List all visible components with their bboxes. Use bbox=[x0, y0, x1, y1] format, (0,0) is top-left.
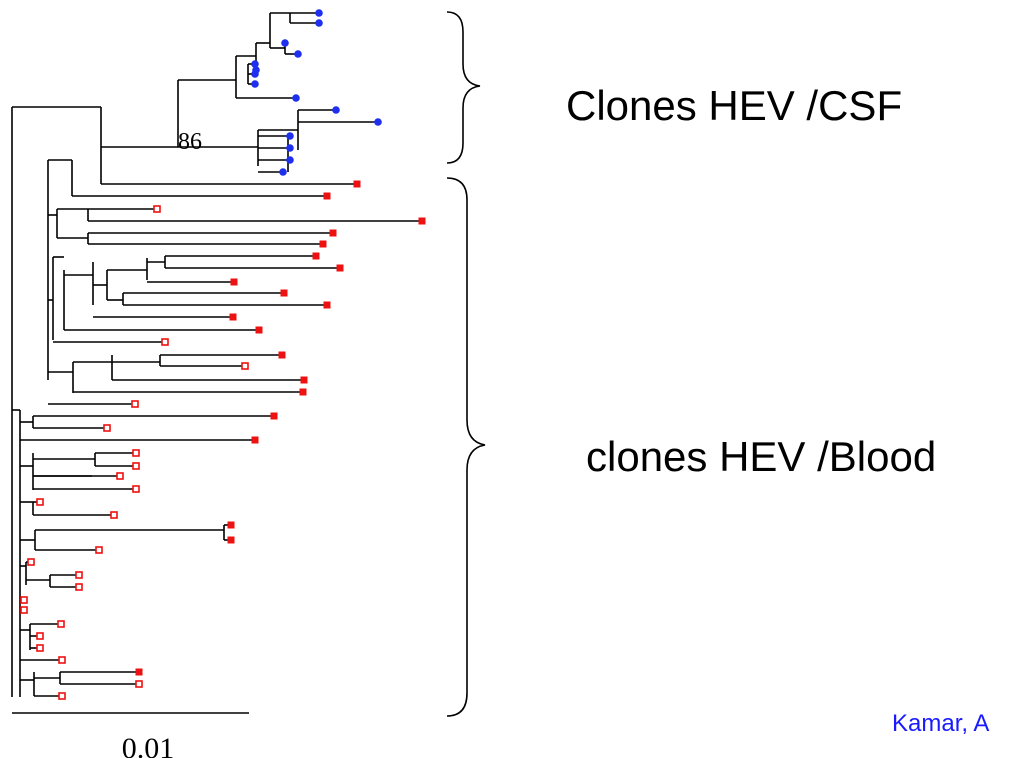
blood-clone-marker-open bbox=[57, 620, 65, 628]
blood-clone-marker-open bbox=[27, 558, 35, 566]
blood-clone-marker-filled bbox=[299, 388, 307, 396]
blood-clone-marker-open bbox=[135, 680, 143, 688]
blood-clone-marker-filled bbox=[280, 289, 288, 297]
csf-clone-marker bbox=[251, 60, 259, 68]
blood-clone-marker-filled bbox=[329, 229, 337, 237]
blood-clone-marker-filled bbox=[229, 313, 237, 321]
blood-clone-marker-filled bbox=[418, 217, 426, 225]
blood-clone-marker-open bbox=[116, 472, 124, 480]
csf-group-brace bbox=[446, 11, 481, 164]
csf-clone-marker bbox=[292, 94, 300, 102]
blood-clone-marker-filled bbox=[135, 668, 143, 676]
csf-clone-marker bbox=[281, 39, 289, 47]
blood-clone-marker-filled bbox=[323, 301, 331, 309]
csf-clone-marker bbox=[251, 80, 259, 88]
blood-clone-marker-filled bbox=[336, 264, 344, 272]
blood-clone-marker-open bbox=[103, 424, 111, 432]
csf-clone-marker bbox=[251, 70, 259, 78]
blood-clone-marker-open bbox=[132, 462, 140, 470]
blood-clone-marker-open bbox=[75, 583, 83, 591]
blood-clone-marker-open bbox=[36, 632, 44, 640]
blood-clone-marker-open bbox=[20, 606, 28, 614]
blood-clone-marker-open bbox=[110, 511, 118, 519]
blood-clone-marker-filled bbox=[278, 351, 286, 359]
bootstrap-label: 86 bbox=[178, 129, 202, 155]
blood-clone-marker-open bbox=[95, 546, 103, 554]
blood-clone-marker-open bbox=[20, 596, 28, 604]
csf-clone-marker bbox=[332, 106, 340, 114]
blood-clone-marker-filled bbox=[323, 192, 331, 200]
blood-clone-marker-open bbox=[58, 656, 66, 664]
blood-group-brace bbox=[446, 177, 486, 717]
blood-clone-marker-filled bbox=[227, 536, 235, 544]
blood-clone-marker-open bbox=[75, 571, 83, 579]
blood-clone-marker-filled bbox=[230, 278, 238, 286]
group-blood-label: clones HEV /Blood bbox=[586, 433, 936, 480]
blood-clone-marker-filled bbox=[227, 521, 235, 529]
csf-clone-marker bbox=[286, 156, 294, 164]
scale-bar-label: 0.01 bbox=[122, 732, 175, 758]
citation-text: Kamar, A bbox=[892, 710, 989, 737]
blood-clone-marker-filled bbox=[319, 240, 327, 248]
csf-clone-marker bbox=[286, 144, 294, 152]
csf-clone-marker bbox=[374, 118, 382, 126]
blood-clone-marker-filled bbox=[300, 376, 308, 384]
blood-clone-marker-open bbox=[36, 644, 44, 652]
group-csf-label: Clones HEV /CSF bbox=[566, 82, 902, 129]
leaf-markers bbox=[20, 9, 426, 700]
blood-clone-marker-filled bbox=[353, 180, 361, 188]
blood-clone-marker-open bbox=[153, 205, 161, 213]
blood-clone-marker-open bbox=[132, 449, 140, 457]
blood-clone-marker-open bbox=[131, 400, 139, 408]
blood-clone-marker-filled bbox=[255, 326, 263, 334]
blood-clone-marker-filled bbox=[251, 436, 259, 444]
csf-clone-marker bbox=[315, 9, 323, 17]
csf-clone-marker bbox=[279, 168, 287, 176]
csf-clone-marker bbox=[286, 132, 294, 140]
blood-clone-marker-open bbox=[161, 338, 169, 346]
blood-clone-marker-open bbox=[58, 692, 66, 700]
blood-clone-marker-open bbox=[241, 362, 249, 370]
blood-clone-marker-open bbox=[36, 498, 44, 506]
blood-clone-marker-filled bbox=[312, 252, 320, 260]
blood-clone-marker-open bbox=[132, 485, 140, 493]
blood-clone-marker-filled bbox=[270, 412, 278, 420]
csf-clone-marker bbox=[315, 19, 323, 27]
tree-branches bbox=[11, 12, 420, 697]
csf-clone-marker bbox=[294, 50, 302, 58]
